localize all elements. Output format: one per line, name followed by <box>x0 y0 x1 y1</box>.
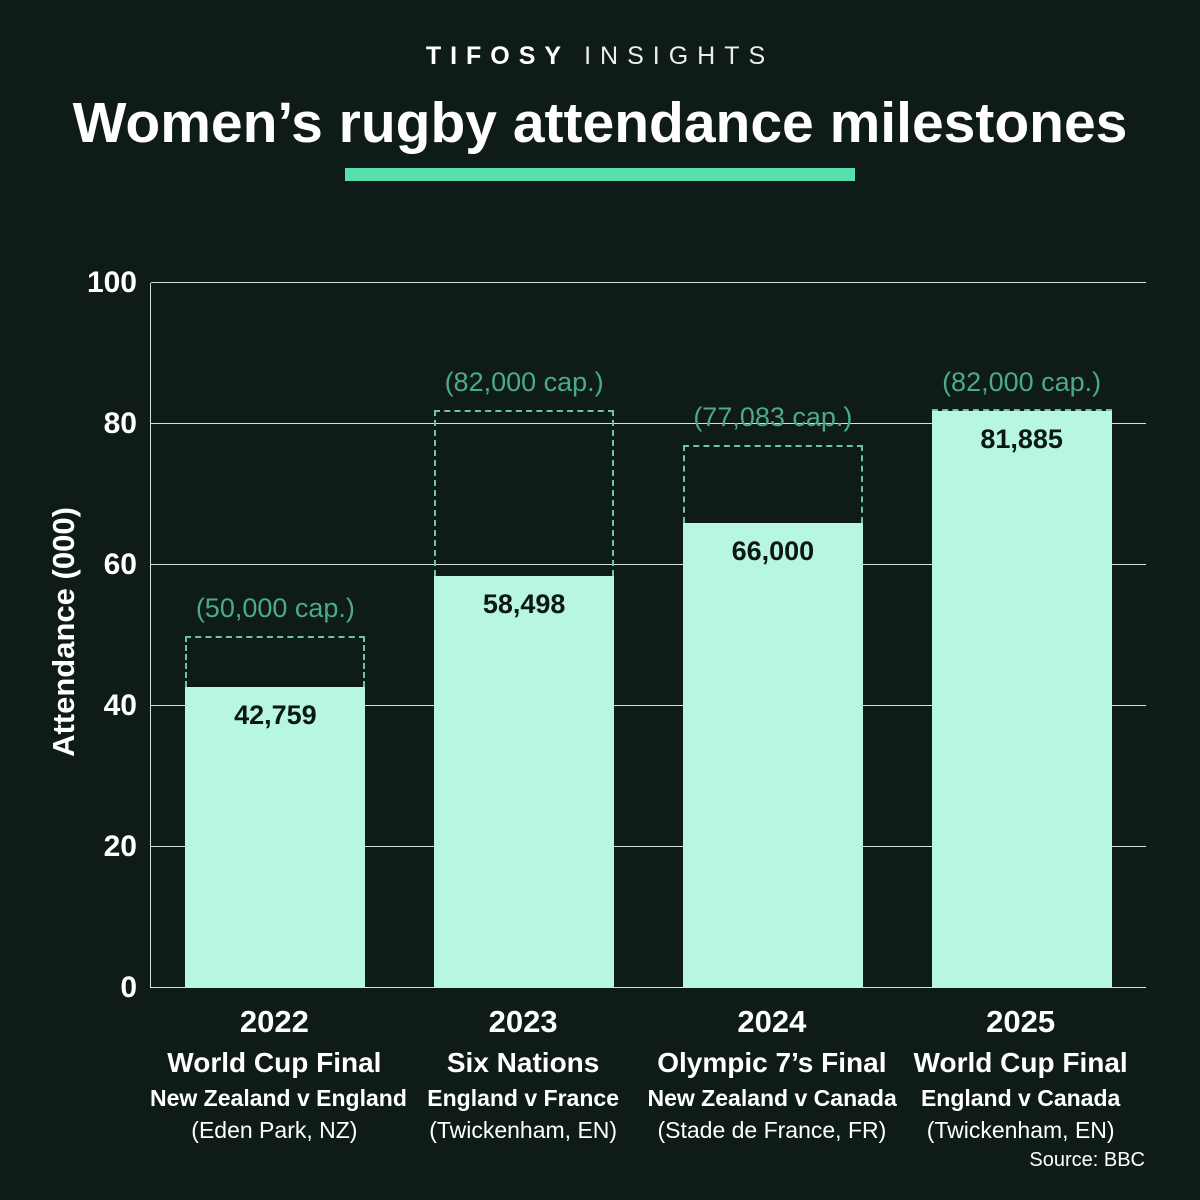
x-label-venue: (Twickenham, EN) <box>429 1117 618 1144</box>
attendance-bar: 42,759 <box>185 686 366 988</box>
bar-slot: 58,498 (82,000 cap.) <box>400 283 649 988</box>
attendance-bar: 81,885 <box>931 410 1112 988</box>
x-label-year: 2023 <box>488 1004 558 1039</box>
capacity-box <box>434 409 615 576</box>
attendance-value-label: 81,885 <box>980 423 1063 454</box>
attendance-bar: 66,000 <box>682 522 863 988</box>
capacity-label: (82,000 cap.) <box>444 366 604 397</box>
gridline <box>151 282 1146 283</box>
brand-insights: INSIGHTS <box>584 42 775 70</box>
capacity-label: (82,000 cap.) <box>942 366 1102 397</box>
gridline <box>151 705 1146 706</box>
x-label-event: Olympic 7’s Final <box>657 1046 887 1078</box>
bar-slot: 66,000 (77,083 cap.) <box>649 283 898 988</box>
x-label-match: England v Canada <box>920 1084 1121 1111</box>
capacity-label: (50,000 cap.) <box>195 592 355 623</box>
capacity-box <box>682 444 863 523</box>
x-label-venue: (Twickenham, EN) <box>926 1117 1115 1144</box>
title-accent-bar <box>345 168 855 181</box>
x-label-match: New Zealand v Canada <box>647 1084 897 1111</box>
plot-area: 0 20 40 60 80 100 42,759 (50,000 cap.) 58,498 (82… <box>87 268 1146 1003</box>
source-note: Source: BBC <box>1029 1149 1145 1171</box>
x-axis-category-label: 2023 Six Nations England v France (Twickenh… <box>399 1004 648 1144</box>
x-label-event: World Cup Final <box>913 1046 1128 1078</box>
x-label-year: 2022 <box>239 1004 309 1039</box>
x-label-match: England v France <box>427 1084 619 1111</box>
y-axis-tick-label: 20 <box>103 830 137 863</box>
x-axis-category-label: 2025 World Cup Final England v Canada (Twic… <box>896 1004 1145 1144</box>
brand: TIFOSY INSIGHTS <box>0 42 1200 71</box>
gridline <box>151 564 1146 565</box>
gridline <box>151 987 1146 988</box>
x-axis-category-label: 2024 Olympic 7’s Final New Zealand v Canad… <box>648 1004 897 1144</box>
gridline <box>151 423 1146 424</box>
x-label-year: 2024 <box>737 1004 807 1039</box>
y-axis-tick-label: 0 <box>120 971 137 1004</box>
bar-slot: 81,885 (82,000 cap.) <box>897 283 1146 988</box>
x-label-venue: (Stade de France, FR) <box>657 1117 887 1144</box>
capacity-box <box>185 635 366 687</box>
y-axis-tick-label: 80 <box>103 407 137 440</box>
x-label-year: 2025 <box>986 1004 1056 1039</box>
attendance-value-label: 42,759 <box>234 699 317 730</box>
brand-tifosy: TIFOSY <box>425 42 571 70</box>
x-label-event: Six Nations <box>446 1046 600 1078</box>
y-axis-tick-label: 100 <box>86 266 137 299</box>
x-axis-labels: 2022 World Cup Final New Zealand v England… <box>150 1004 1145 1144</box>
capacity-label: (77,083 cap.) <box>693 401 853 432</box>
page-title: Women’s rugby attendance milestones <box>72 91 1128 155</box>
x-axis-category-label: 2022 World Cup Final New Zealand v England… <box>150 1004 407 1144</box>
capacity-box <box>931 408 1112 411</box>
x-label-match: New Zealand v England <box>150 1084 407 1111</box>
y-axis-tick-label: 40 <box>103 689 137 722</box>
attendance-value-label: 58,498 <box>482 588 566 619</box>
gridline <box>151 846 1146 847</box>
x-label-event: World Cup Final <box>167 1046 382 1078</box>
x-label-venue: (Eden Park, NZ) <box>191 1117 358 1144</box>
attendance-bar: 58,498 <box>434 575 615 988</box>
y-axis-tick-label: 60 <box>103 548 137 581</box>
bar-slot: 42,759 (50,000 cap.) <box>151 283 400 988</box>
attendance-value-label: 66,000 <box>731 535 815 566</box>
